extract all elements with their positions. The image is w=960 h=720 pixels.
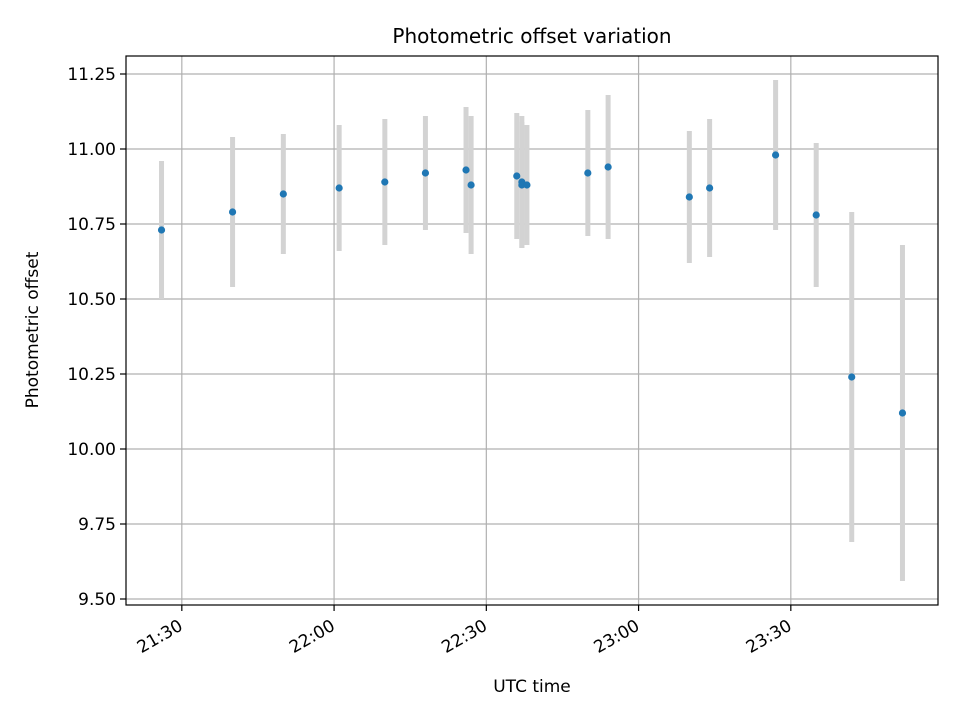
data-point <box>462 166 470 174</box>
data-point <box>523 181 531 189</box>
grid-lines <box>126 56 938 605</box>
data-point <box>335 184 343 192</box>
data-point <box>772 151 780 159</box>
data-point <box>518 181 526 189</box>
data-point <box>157 226 166 234</box>
plot-frame <box>125 55 939 606</box>
y-axis: 9.50 9.75 10.00 10.25 10.50 10.75 11.00 11.25 <box>67 65 126 610</box>
y-tick-label: 11.00 <box>67 140 116 160</box>
data-point <box>513 172 521 180</box>
data-point <box>706 184 714 192</box>
y-tick-label: 10.75 <box>67 215 116 235</box>
chart-title: Photometric offset variation <box>392 24 671 48</box>
data-point <box>848 373 856 381</box>
data-point <box>812 211 820 219</box>
y-tick-label: 10.25 <box>67 365 116 385</box>
data-point <box>279 190 287 198</box>
point-group <box>157 151 907 417</box>
data-point <box>685 193 693 201</box>
y-tick-label: 11.25 <box>67 65 116 85</box>
y-tick-label: 10.50 <box>67 290 116 310</box>
data-point <box>381 178 389 186</box>
y-tick-label: 9.50 <box>78 590 116 610</box>
data-point <box>228 208 237 216</box>
y-tick-label: 10.00 <box>67 440 116 460</box>
y-tick-label: 9.75 <box>78 515 116 535</box>
data-point <box>584 169 592 177</box>
y-axis-label: Photometric offset <box>23 251 43 408</box>
data-point <box>898 409 907 417</box>
data-point <box>421 169 430 177</box>
x-axis-label: UTC time <box>493 677 571 697</box>
data-point <box>604 163 612 171</box>
data-point <box>467 181 475 189</box>
